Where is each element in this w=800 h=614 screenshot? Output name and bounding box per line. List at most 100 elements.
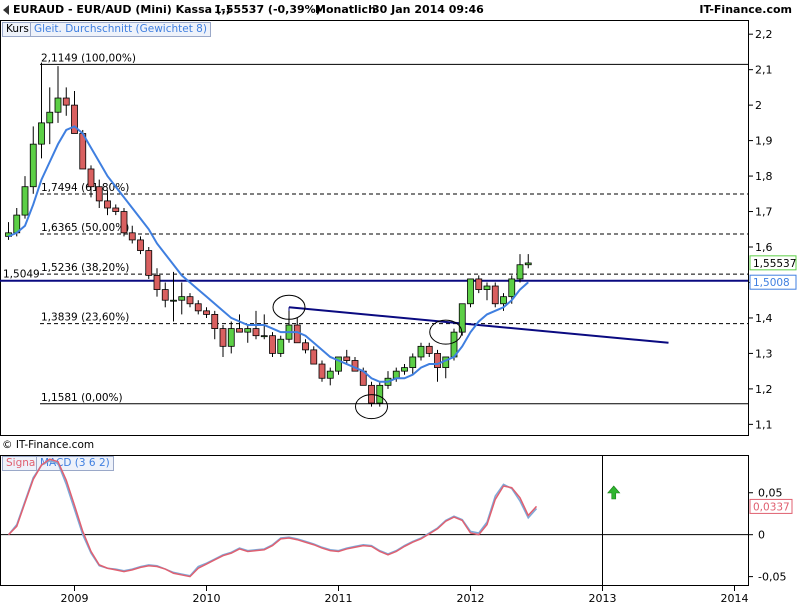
candle-body-down	[62, 97, 70, 106]
legend-macd[interactable]: MACD (3 6 2)	[36, 456, 114, 471]
candle-body-up	[178, 296, 186, 301]
candle-body-up	[516, 264, 524, 280]
price-ytick-label: 2,2	[755, 28, 773, 41]
candle-body-down	[425, 345, 433, 354]
support-line-label: 1,5049	[3, 269, 40, 281]
candle-body-up	[54, 97, 62, 113]
xtick-label: 2011	[325, 592, 353, 605]
candle-body-down	[236, 328, 243, 333]
price-ytick-label: 1,1	[755, 418, 773, 431]
price-tag-label: 1,55537	[753, 258, 796, 270]
candle-body-down	[203, 310, 210, 315]
candle-body-up	[170, 299, 177, 302]
candle-body-down	[104, 200, 111, 209]
candle-body-down	[145, 250, 153, 276]
up-arrow-icon	[607, 485, 621, 500]
brand-label: IT-Finance.com	[699, 3, 792, 16]
candle-body-down	[302, 342, 309, 351]
price-panel-frame	[0, 20, 749, 436]
xtick-label: 2009	[61, 592, 89, 605]
macd-tag-label: 0,0337	[753, 501, 790, 513]
candle-body-down	[95, 186, 103, 202]
candle-body-down	[219, 328, 227, 347]
candle-body-down	[161, 289, 169, 301]
legend-ma[interactable]: Gleit. Durchschnitt (Gewichtet 8)	[30, 22, 211, 37]
candle-body-up	[46, 111, 54, 124]
macd-ytick-label: 0	[758, 529, 765, 542]
price-ytick-label: 1,3	[755, 347, 773, 360]
candle-body-down	[343, 356, 351, 361]
candle-body-up	[376, 384, 384, 404]
candle-body-down	[194, 303, 202, 312]
price-ytick-label: 1,4	[755, 312, 773, 325]
candle-body-down	[434, 353, 441, 369]
moving-average-line	[8, 125, 529, 383]
price-ytick-label: 2,1	[755, 64, 773, 77]
signal-line	[7, 458, 538, 578]
legend-kurs[interactable]: Kurs	[2, 22, 33, 37]
candle-body-up	[260, 335, 268, 338]
candle-body-down	[112, 207, 120, 212]
price-tag-box	[749, 255, 797, 271]
candle-body-down	[186, 296, 194, 305]
candle-body-up	[21, 186, 29, 216]
instrument-title: EURAUD - EUR/AUD (Mini) Kassa (-)	[13, 3, 231, 16]
candle-body-up	[467, 278, 474, 305]
price-ytick-label: 2	[755, 99, 762, 112]
candle-body-down	[71, 104, 78, 134]
macd-ytick-label: -0,05	[758, 571, 786, 584]
candle-body-up	[500, 296, 507, 305]
price-ytick-label: 1,6	[755, 241, 773, 254]
candle-body-down	[491, 285, 499, 305]
candle-body-up	[401, 367, 408, 372]
fib-level-label: 1,1581 (0,00%)	[41, 392, 123, 404]
candle-body-up	[409, 356, 417, 369]
candle-body-up	[392, 370, 400, 379]
macd-ytick-label: 0,05	[758, 487, 783, 500]
candle-body-down	[120, 211, 128, 234]
chart-header: EURAUD - EUR/AUD (Mini) Kassa (-) 1,5553…	[0, 0, 800, 20]
price-ytick-label: 1,2	[755, 383, 773, 396]
price-ytick-label: 1,7	[755, 206, 773, 219]
candle-body-down	[475, 278, 483, 290]
candle-body-down	[318, 363, 326, 379]
highlight-circle	[429, 319, 463, 345]
highlight-circle	[355, 394, 388, 420]
fib-level-label: 1,6365 (50,00%)	[41, 222, 129, 234]
xtick-label: 2013	[589, 592, 617, 605]
candle-body-up	[227, 328, 235, 347]
candle-body-up	[508, 278, 516, 298]
highlight-circle	[272, 294, 306, 320]
candle-body-down	[128, 232, 136, 241]
candle-body-down	[87, 168, 95, 188]
xtick-label: 2010	[193, 592, 221, 605]
timestamp: 30 Jan 2014 09:46	[372, 3, 484, 16]
candle-body-down	[269, 335, 276, 354]
candle-body-down	[252, 328, 260, 337]
price-tag-box	[749, 274, 797, 290]
period-label: Monatlich	[315, 3, 376, 16]
macd-tag-box	[749, 498, 793, 514]
candle-body-up	[524, 262, 532, 266]
fib-level-label: 2,1149 (100,00%)	[41, 52, 136, 64]
collapse-icon[interactable]	[3, 5, 9, 15]
candle-body-up	[417, 345, 425, 358]
price-ytick-label: 1,9	[755, 135, 773, 148]
copyright-label: © IT-Finance.com	[2, 439, 95, 451]
price-tag-label: 1,5008	[753, 277, 790, 289]
candle-body-up	[29, 143, 37, 188]
candle-body-down	[310, 349, 318, 365]
candle-body-up	[483, 285, 491, 290]
price-ytick-label: 1,8	[755, 170, 773, 183]
price-change: 1,55537 (-0,39%)	[214, 3, 321, 16]
trendline	[288, 306, 669, 344]
candle-body-up	[277, 338, 285, 354]
candle-body-up	[38, 122, 45, 145]
candle-body-up	[335, 356, 342, 372]
candle-body-up	[458, 303, 466, 333]
candle-body-up	[326, 370, 334, 379]
candle-body-down	[153, 274, 161, 290]
xtick-label: 2014	[721, 592, 749, 605]
candle-body-up	[244, 328, 252, 333]
